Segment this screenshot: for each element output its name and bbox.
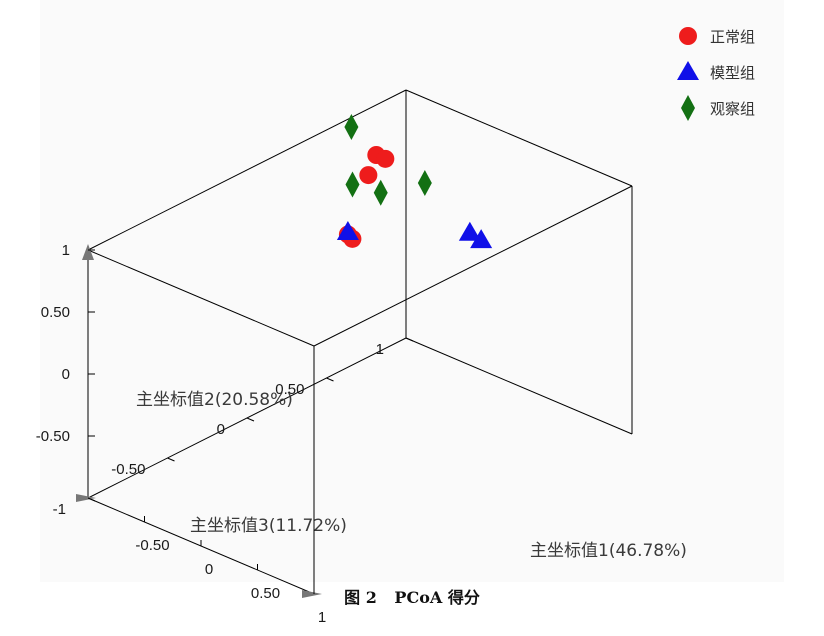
x-tick-label-3: 1 (318, 609, 326, 626)
z-tick-label-0: -0.50 (36, 428, 70, 445)
axis-ticks: -0.50 0 0.50 1 -1 -0.50 0 0.50 1 -0.50 0 0.50 1 (36, 242, 414, 626)
legend-marker-2 (681, 95, 695, 121)
point-triangle-1-2 (336, 220, 359, 240)
point-diamond-2-0 (344, 114, 359, 140)
y-tick-label-1: -0.50 (111, 461, 145, 478)
y-tick-mark-0 (87, 497, 96, 502)
box-edge-8 (87, 89, 407, 251)
box-edge-4 (405, 337, 633, 435)
figure-title: PCoA 得分 (394, 588, 480, 607)
z-tick-label-2: 0.50 (41, 304, 70, 321)
z-tick-label-1: 0 (62, 366, 70, 383)
axis-arrow-z (82, 244, 94, 260)
point-circle-0-2 (359, 166, 378, 185)
axis-arrow-0 (302, 590, 322, 598)
z-tick-label-3: 1 (62, 242, 70, 259)
figure-number: 图 2 (344, 588, 377, 607)
x-tick-label-1: 0 (205, 561, 213, 578)
box-edge-9 (87, 249, 315, 347)
x-axis-label: 主坐标值1(46.78%) (530, 541, 687, 561)
point-diamond-2-1 (345, 171, 360, 198)
legend-marker-0 (679, 27, 697, 45)
box-edge-10 (313, 185, 633, 347)
point-diamond-2-3 (417, 170, 432, 196)
point-circle-0-1 (376, 149, 395, 168)
data-points (336, 114, 493, 249)
point-diamond-2-2 (373, 179, 388, 206)
y-tick-mark-4 (405, 337, 414, 342)
y-tick-mark-2 (246, 417, 255, 422)
y-tick-mark-3 (326, 377, 334, 382)
y-tick-mark-1 (167, 457, 175, 462)
y-tick-label-0: -1 (53, 501, 66, 518)
legend-label-1: 模型组 (710, 64, 755, 82)
point-triangle-1-1 (470, 229, 493, 249)
figure-panel (40, 0, 784, 582)
y-tick-label-2: 0 (217, 421, 225, 438)
y-tick-label-3: 0.50 (275, 381, 304, 398)
z-axis-label: 主坐标值2(20.58%) (136, 390, 293, 410)
axis-arrow-1 (76, 494, 96, 502)
x-tick-label-0: -0.50 (135, 537, 169, 554)
y-tick-label-4: 1 (376, 341, 384, 358)
axes-box (76, 89, 633, 598)
legend-marker-1 (677, 61, 699, 80)
legend-label-2: 观察组 (710, 100, 755, 118)
figure-caption: 图 2 PCoA 得分 (0, 584, 824, 608)
x-tick-label-2: 0.50 (251, 585, 280, 602)
box-edge-7 (405, 89, 633, 187)
y-axis-label: 主坐标值3(11.72%) (190, 516, 347, 536)
point-triangle-1-0 (458, 221, 481, 241)
legend-label-0: 正常组 (710, 28, 755, 46)
